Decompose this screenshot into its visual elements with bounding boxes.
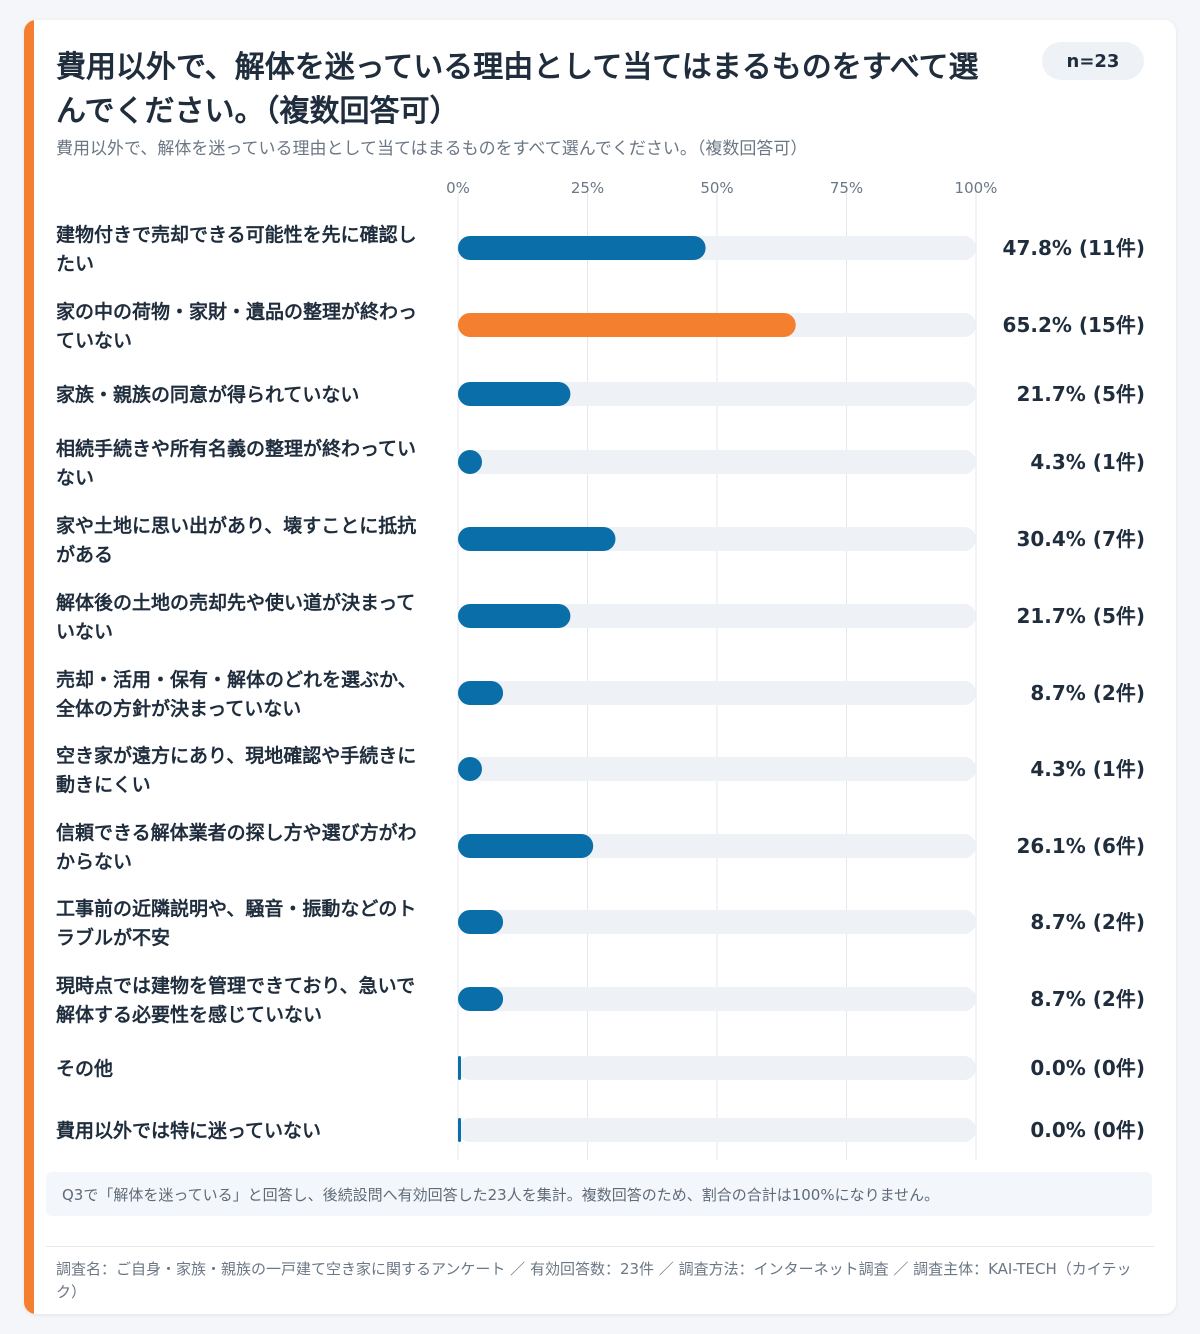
category-label: 信頼できる解体業者の探し方や選び方がわ xyxy=(56,821,417,844)
category-label: 費用以外では特に迷っていない xyxy=(56,1119,321,1142)
value-label: 26.1% (6件) xyxy=(1016,834,1145,858)
category-label: 解体後の土地の売却先や使い道が決まって xyxy=(56,591,415,614)
value-label: 21.7% (5件) xyxy=(1016,382,1145,406)
bar-track xyxy=(458,910,976,934)
category-label: 全体の方針が決まっていない xyxy=(55,697,301,720)
bar xyxy=(458,1118,461,1142)
bar-track xyxy=(458,1118,976,1142)
category-label: 工事前の近隣説明や、騒音・振動などのト xyxy=(56,897,416,920)
category-label: 家の中の荷物・家財・遺品の整理が終わっ xyxy=(56,300,417,323)
bar xyxy=(458,604,571,628)
bar-track xyxy=(458,382,976,406)
value-label: 21.7% (5件) xyxy=(1016,604,1145,628)
bar xyxy=(458,987,504,1011)
category-label: からない xyxy=(56,851,132,873)
category-label: 売却・活用・保有・解体のどれを選ぶか、 xyxy=(56,668,417,691)
value-label: 4.3% (1件) xyxy=(1030,757,1145,781)
bar-track xyxy=(458,681,976,705)
value-label: 8.7% (2件) xyxy=(1030,987,1145,1011)
bar-track xyxy=(458,1056,976,1080)
x-tick-label: 0% xyxy=(446,179,470,197)
chart-title: 費用以外で、解体を迷っている理由として当てはまるものをすべて選んでください。（複… xyxy=(56,50,979,129)
bar xyxy=(458,910,504,934)
category-label: 相続手続きや所有名義の整理が終わってい xyxy=(56,437,416,460)
category-label: ない xyxy=(56,467,94,489)
category-label: 建物付きで売却できる可能性を先に確認し xyxy=(56,223,417,246)
x-tick-label: 100% xyxy=(955,179,998,197)
bar xyxy=(458,1056,461,1080)
value-label: 8.7% (2件) xyxy=(1030,910,1145,934)
value-label: 8.7% (2件) xyxy=(1030,681,1145,705)
sample-size-badge: n=23 xyxy=(1042,42,1144,80)
category-label: 家族・親族の同意が得られていない xyxy=(56,383,359,406)
category-label: 解体する必要性を感じていない xyxy=(56,1003,322,1026)
category-label: 空き家が遠方にあり、現地確認や手続きに xyxy=(56,744,416,767)
bar xyxy=(458,681,504,705)
value-label: 30.4% (7件) xyxy=(1016,527,1145,551)
footer-divider xyxy=(46,1246,1154,1247)
bar xyxy=(458,313,796,337)
category-label: いない xyxy=(56,621,113,643)
category-label: 家や土地に思い出があり、壊すことに抵抗 xyxy=(56,514,416,537)
value-label: 4.3% (1件) xyxy=(1030,450,1145,474)
category-label: ていない xyxy=(56,330,132,352)
bar xyxy=(458,236,706,260)
bar xyxy=(458,757,482,781)
survey-footer: 調査名：ご自身・家族・親族の一戸建て空き家に関するアンケート ／ 有効回答数：2… xyxy=(56,1260,1132,1301)
category-label: 現時点では建物を管理できており、急いで xyxy=(56,974,415,997)
chart-subtitle: 費用以外で、解体を迷っている理由として当てはまるものをすべて選んでください。（複… xyxy=(56,139,808,159)
chart-card: 費用以外で、解体を迷っている理由として当てはまるものをすべて選んでください。（複… xyxy=(24,20,1176,1314)
bar xyxy=(458,834,594,858)
x-tick-label: 75% xyxy=(830,179,863,197)
x-tick-label: 50% xyxy=(700,179,733,197)
bar-track xyxy=(458,757,976,781)
category-label: がある xyxy=(56,543,113,566)
bar xyxy=(458,382,571,406)
category-label: たい xyxy=(56,253,94,275)
x-tick-label: 25% xyxy=(571,179,604,197)
bar xyxy=(458,527,616,551)
note-box: Q3で「解体を迷っている」と回答し、後続設問へ有効回答した23人を集計。複数回答… xyxy=(46,1172,1152,1216)
value-label: 47.8% (11件) xyxy=(1003,236,1145,260)
accent-bar xyxy=(24,20,34,1314)
bar-track xyxy=(458,604,976,628)
bar-track xyxy=(458,987,976,1011)
category-label: ラブルが不安 xyxy=(56,926,170,949)
bar-track xyxy=(458,450,976,474)
category-label: その他 xyxy=(56,1057,113,1080)
value-label: 65.2% (15件) xyxy=(1003,313,1145,337)
bar xyxy=(458,450,482,474)
value-label: 0.0% (0件) xyxy=(1030,1056,1145,1080)
category-label: 動きにくい xyxy=(56,774,151,796)
value-label: 0.0% (0件) xyxy=(1030,1118,1145,1142)
